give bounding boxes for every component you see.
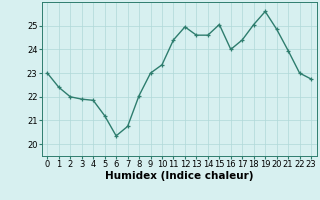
- X-axis label: Humidex (Indice chaleur): Humidex (Indice chaleur): [105, 171, 253, 181]
